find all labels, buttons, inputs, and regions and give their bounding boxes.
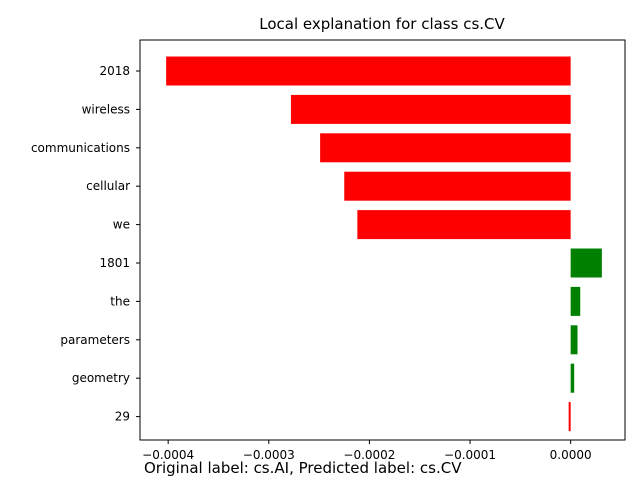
y-tick-label: 29 [115,410,130,424]
plot-frame [139,39,626,441]
x-tick-label: 0.0000 [550,448,592,462]
y-tick-label: cellular [86,179,130,193]
x-tick-label: −0.0003 [243,448,295,462]
y-tick-label: communications [31,141,130,155]
y-tick-label: the [110,294,130,308]
x-tick-label: −0.0004 [142,448,194,462]
chart-title: Local explanation for class cs.CV [259,15,505,33]
bar-we [357,210,571,240]
bar-2018 [166,56,571,86]
x-tick-label: −0.0001 [444,448,496,462]
bar-communications [320,133,571,163]
y-tick-label: parameters [60,333,130,347]
y-tick-label: 2018 [99,64,130,78]
x-tick-label: −0.0002 [343,448,395,462]
bar-geometry [570,363,575,393]
bar-parameters [570,325,578,355]
bar-cellular [344,171,571,201]
y-tick-label: geometry [72,371,130,385]
y-axis-ticks: 2018 wireless communications cellular we 1801… [31,64,140,424]
y-tick-label: 1801 [99,256,130,270]
y-tick-label: we [113,218,130,232]
x-axis-ticks: −0.0004 −0.0003 −0.0002 −0.0001 0.0000 [142,440,592,462]
bars-group [166,56,602,432]
bar-the [570,286,581,316]
bar-1801 [570,248,602,278]
bar-wireless [290,94,571,124]
bar-29 [568,402,571,432]
prediction-caption: Original label: cs.AI, Predicted label: … [144,459,462,477]
y-tick-label: wireless [82,102,130,116]
